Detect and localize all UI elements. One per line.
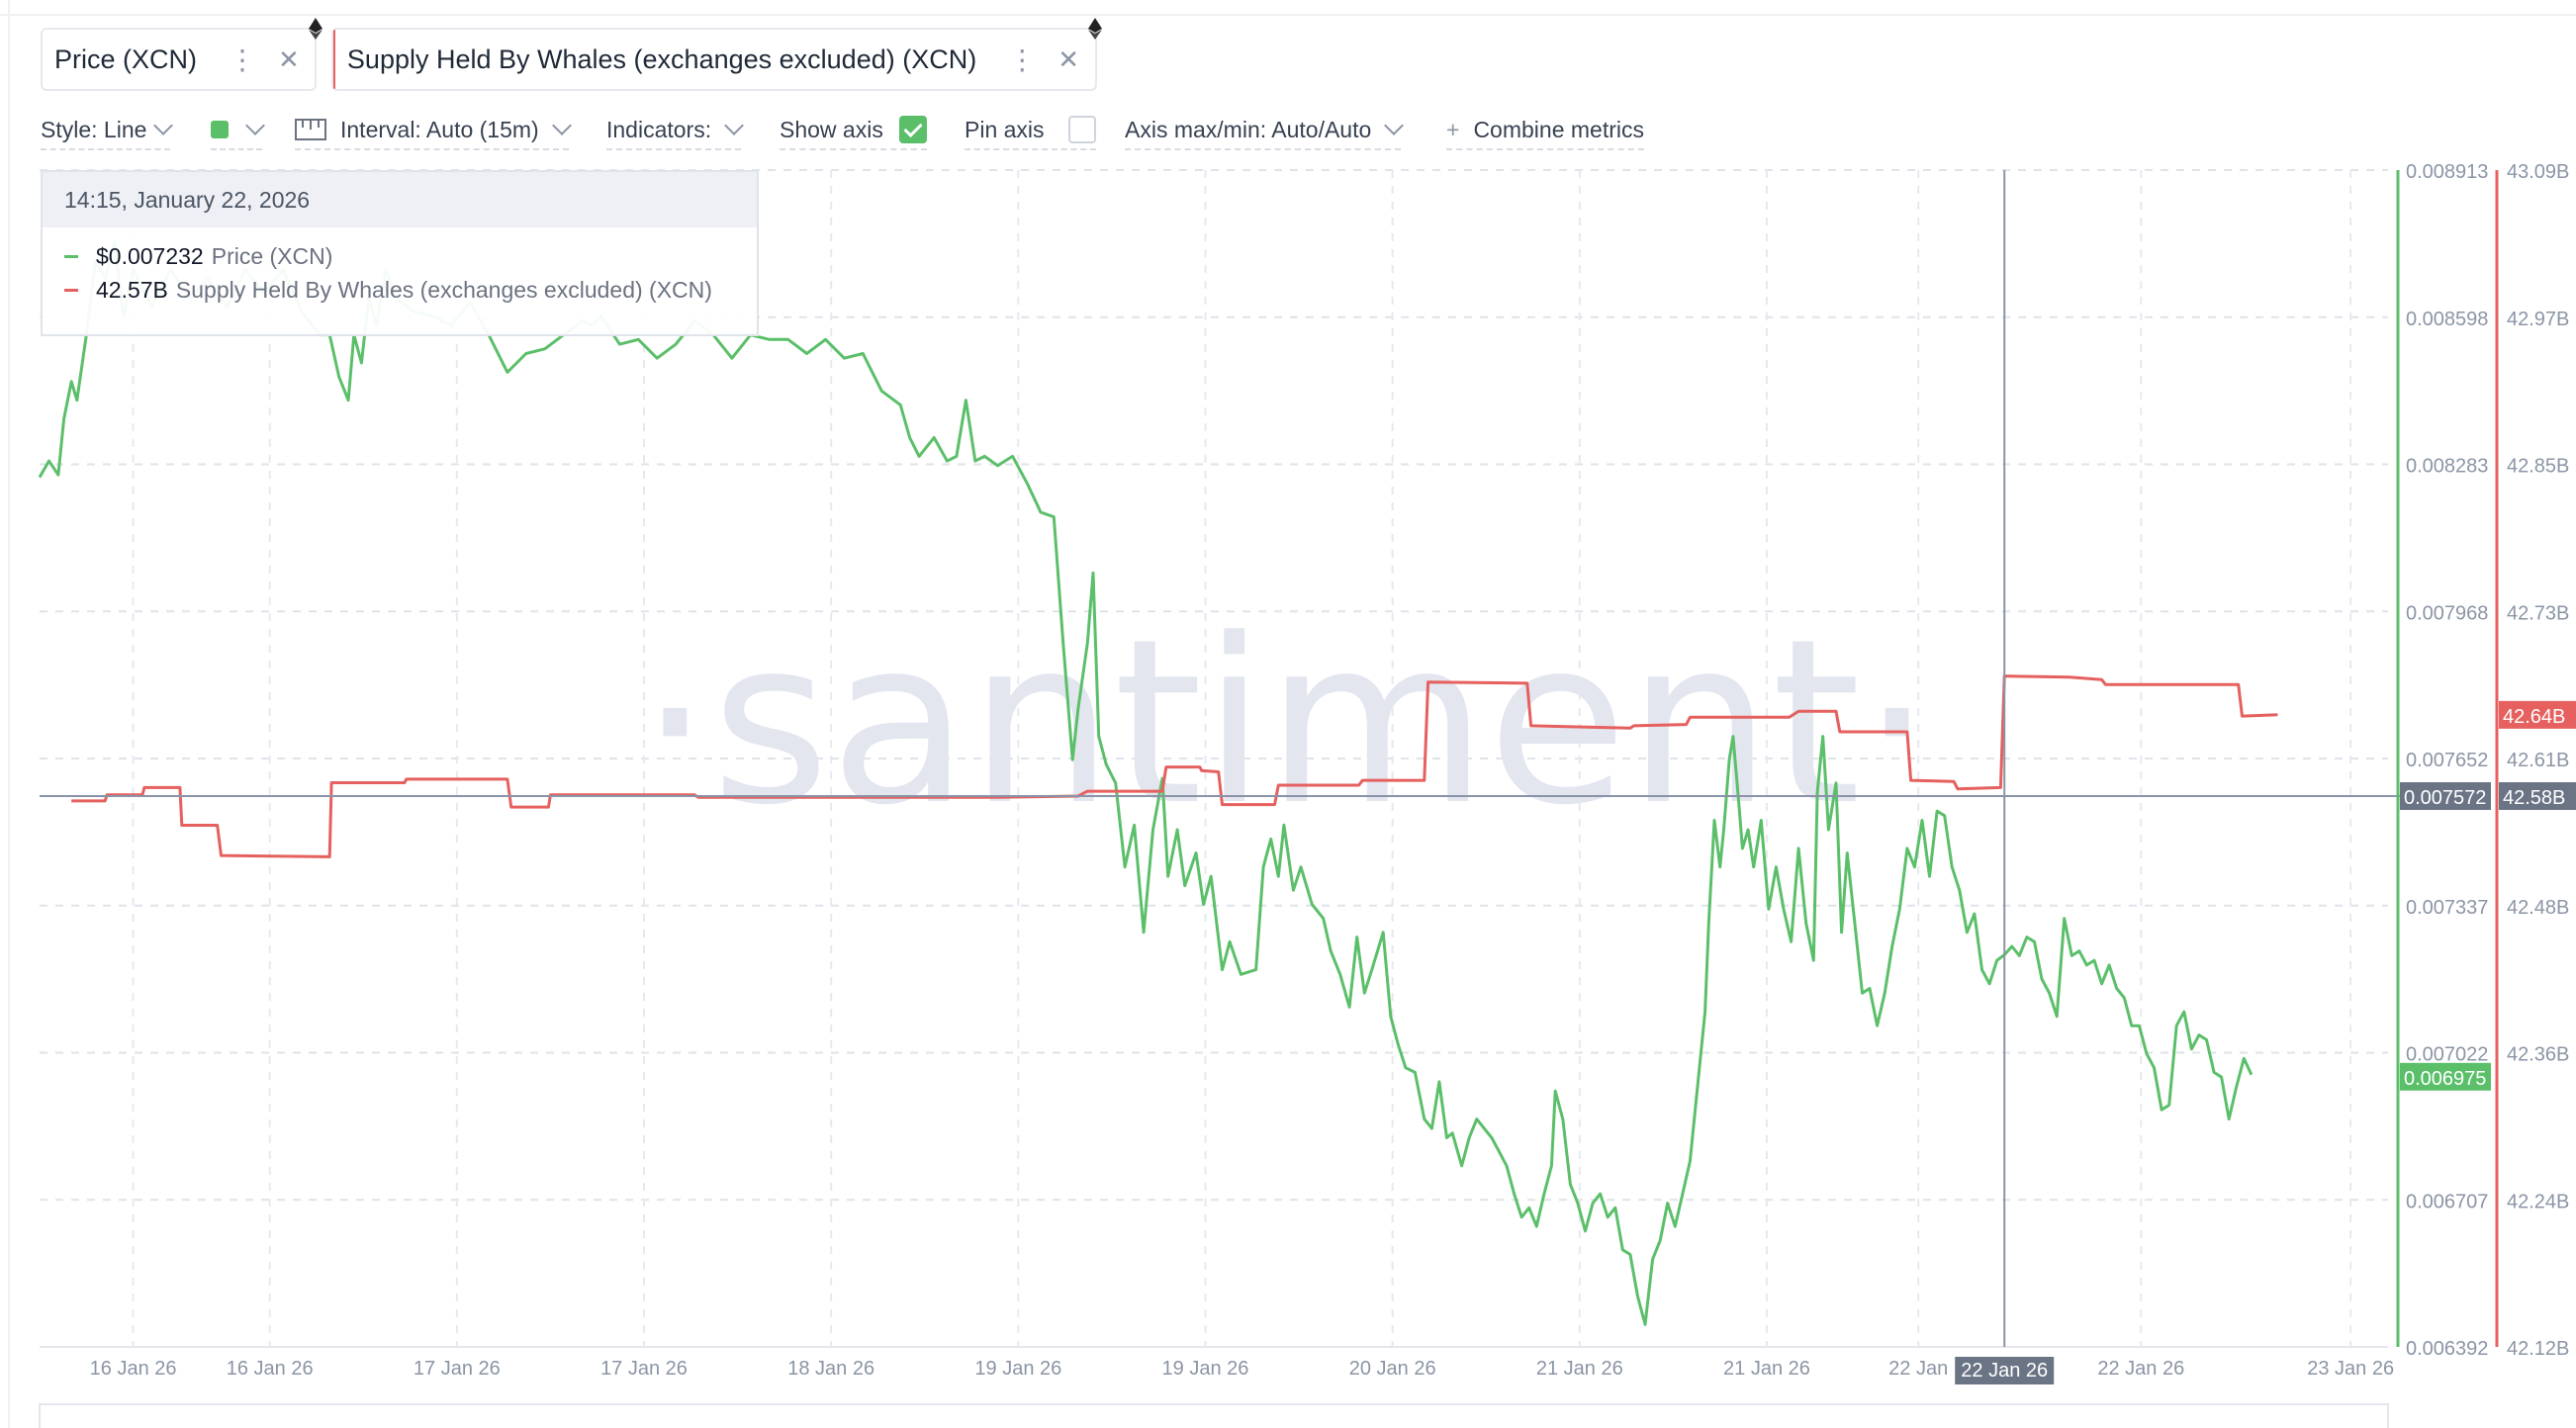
top-border [0,14,2576,16]
style-dropdown[interactable]: Style: Line [41,111,174,150]
supply-axis-tick: 42.36B [2507,1044,2569,1066]
whale-supply-series-line [71,674,2278,858]
tooltip-row-price: $0.007232 Price (XCN) [43,239,757,273]
legend-line [64,288,78,292]
supply-axis-tick: 42.85B [2507,456,2569,478]
price-crosshair-badge-bg [2400,781,2491,810]
metric-chip-whale-supply[interactable]: Supply Held By Whales (exchanges exclude… [331,28,1097,91]
x-axis-tick: 19 Jan 26 [974,1358,1061,1380]
pin-axis-toggle[interactable]: Pin axis [965,111,1096,150]
price-axis-tick: 0.007022 [2406,1044,2488,1066]
watermark: ·santiment· [639,591,1933,855]
metric-label: Supply Held By Whales (exchanges exclude… [346,44,977,74]
ruler-icon [295,119,326,140]
supply-axis-tick: 42.12B [2507,1338,2569,1360]
price-axis-tick: 0.008283 [2406,456,2488,478]
metric-label: Price (XCN) [54,44,198,74]
price-crosshair-badge: 0.007572 [2404,787,2486,809]
more-options-icon[interactable]: ⋮ [1008,44,1037,75]
axis-maxmin-label: Axis max/min: Auto/Auto [1125,116,1372,142]
supply-axis-tick: 42.24B [2507,1191,2569,1212]
tooltip-header: 14:15, January 22, 2026 [43,172,757,227]
supply-axis-tick: 42.73B [2507,602,2569,624]
show-axis-toggle[interactable]: Show axis [780,111,927,150]
show-axis-checkbox[interactable] [898,116,927,143]
interval-label: Interval: Auto (15m) [340,116,539,142]
price-axis-tick: 0.008913 [2406,161,2488,183]
pin-axis-label: Pin axis [965,116,1045,142]
price-last-badge: 0.006975 [2404,1068,2486,1090]
x-axis-tick: 20 Jan 26 [1349,1358,1436,1380]
supply-axis-tick: 42.97B [2507,309,2569,330]
x-crosshair-badge-bg [1955,1357,2055,1384]
x-axis-tick: 22 Jan 26 [2097,1358,2184,1380]
price-axis-tick: 0.007652 [2406,750,2488,771]
tooltip-row-supply: 42.57B Supply Held By Whales (exchanges … [43,273,757,307]
price-axis-tick: 0.008598 [2406,309,2488,330]
combine-metrics-label: Combine metrics [1473,116,1644,142]
metric-chip-price[interactable]: Price (XCN) ⋮ ✕ [41,28,317,91]
more-options-icon[interactable]: ⋮ [229,44,257,75]
x-axis-tick: 23 Jan 26 [2307,1358,2394,1380]
x-axis-tick: 22 Jan [1888,1358,1948,1380]
pin-axis-checkbox[interactable] [1067,116,1096,143]
show-axis-label: Show axis [780,116,883,142]
ethereum-icon [309,18,322,40]
price-axis-tick: 0.007337 [2406,897,2488,919]
supply-axis-tick: 42.61B [2507,750,2569,771]
x-crosshair-badge: 22 Jan 26 [1961,1360,2048,1382]
series-layer [38,239,2278,1326]
metric-color-bar [333,30,335,89]
legend-line [64,254,78,258]
x-axis-tick: 17 Jan 26 [600,1358,688,1380]
supply-crosshair-badge: 42.58B [2503,787,2565,809]
x-axis-tick: 21 Jan 26 [1723,1358,1810,1380]
price-series-line [38,239,2254,1326]
plus-icon: + [1446,116,1460,142]
price-axis-tick: 0.007968 [2406,602,2488,624]
tooltip-metric-name: Supply Held By Whales (exchanges exclude… [175,276,712,303]
grid [40,169,2388,1348]
supply-last-badge: 42.64B [2503,706,2565,728]
x-axis-tick: 16 Jan 26 [227,1358,314,1380]
supply-last-badge-bg [2499,700,2576,729]
combine-metrics-button[interactable]: + Combine metrics [1446,111,1644,150]
navigator-strip [39,1403,2389,1428]
x-axis-tick: 17 Jan 26 [414,1358,501,1380]
price-axis-tick: 0.006707 [2406,1191,2488,1212]
ethereum-icon [1088,18,1102,40]
axes: 0.008913 43.09B 0.008598 42.97B 0.008283 42.8… [40,161,2576,1360]
x-axis-tick: 19 Jan 26 [1162,1358,1249,1380]
tooltip-metric-name: Price (XCN) [211,242,333,269]
interval-dropdown[interactable]: Interval: Auto (15m) [295,111,572,150]
tooltip-value: 42.57B [96,276,168,303]
price-last-badge-bg [2400,1062,2491,1091]
x-axis: 16 Jan 26 16 Jan 26 17 Jan 26 17 Jan 26 18 J… [39,1357,2394,1428]
x-axis-tick: 16 Jan 26 [90,1358,177,1380]
supply-axis-tick: 42.48B [2507,897,2569,919]
chart-tooltip: 14:15, January 22, 2026 $0.007232 Price … [41,170,759,336]
axis-maxmin-dropdown[interactable]: Axis max/min: Auto/Auto [1125,111,1405,150]
close-icon[interactable]: ✕ [1058,44,1079,74]
x-axis-tick: 18 Jan 26 [787,1358,874,1380]
x-axis-tick: 21 Jan 26 [1536,1358,1623,1380]
close-icon[interactable]: ✕ [278,44,300,74]
tooltip-value: $0.007232 [96,242,204,269]
indicators-dropdown[interactable]: Indicators: [606,111,745,150]
color-swatch [211,121,229,138]
supply-crosshair-badge-bg [2499,781,2576,810]
color-picker[interactable] [211,111,265,150]
indicators-label: Indicators: [606,116,712,142]
supply-axis-tick: 43.09B [2507,161,2569,183]
price-axis-tick: 0.006392 [2406,1338,2488,1360]
left-border [8,0,10,1428]
style-label: Style: Line [41,116,147,142]
